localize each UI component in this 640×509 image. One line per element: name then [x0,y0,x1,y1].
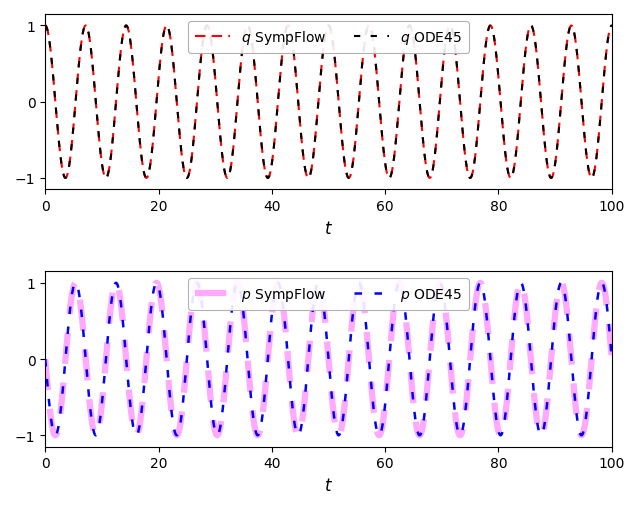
Line: $p$ ODE45: $p$ ODE45 [45,283,612,435]
$q$ SympFlow [578,103,586,109]
$p$ ODE45 [608,356,616,362]
$q$ SympFlow [608,23,616,30]
$p$ SympFlow [65,320,72,326]
$q$ ODE45 [44,29,52,35]
Line: $q$ SympFlow: $q$ SympFlow [45,26,612,179]
$p$ ODE45 [65,320,72,326]
$p$ SympFlow [608,356,616,362]
$p$ SympFlow [578,432,586,438]
$p$ SympFlow [76,291,83,297]
$q$ SympFlow [42,23,49,30]
$q$ SympFlow [76,60,83,66]
X-axis label: t: t [325,476,332,494]
$p$ ODE45 [76,291,83,297]
$q$ ODE45 [578,103,586,109]
$q$ SympFlow [44,29,52,35]
$q$ ODE45 [608,23,616,30]
$q$ ODE45 [65,166,72,173]
$p$ ODE45 [132,432,140,438]
$q$ ODE45 [152,102,160,108]
$p$ ODE45 [319,293,326,299]
$q$ SympFlow [318,57,326,63]
$p$ SympFlow [44,386,52,392]
Line: $q$ ODE45: $q$ ODE45 [45,26,612,179]
Line: $p$ SympFlow: $p$ SympFlow [45,283,612,435]
$p$ SympFlow [152,280,160,287]
$q$ ODE45 [318,57,326,63]
X-axis label: t: t [325,219,332,237]
$p$ ODE45 [598,280,605,286]
$p$ SympFlow [598,280,605,286]
Legend: $p$ SympFlow, $p$ ODE45: $p$ SympFlow, $p$ ODE45 [188,279,469,310]
$p$ ODE45 [44,386,52,392]
$p$ ODE45 [578,432,586,438]
$p$ ODE45 [42,356,49,362]
$p$ SympFlow [42,356,49,362]
$p$ SympFlow [319,293,326,299]
Legend: $q$ SympFlow, $q$ ODE45: $q$ SympFlow, $q$ ODE45 [188,22,469,54]
$q$ SympFlow [507,176,515,182]
$q$ ODE45 [76,60,83,66]
$q$ SympFlow [65,166,72,173]
$p$ SympFlow [132,432,140,438]
$q$ ODE45 [42,23,49,30]
$p$ ODE45 [152,280,160,287]
$q$ ODE45 [507,176,515,182]
$q$ SympFlow [152,102,160,108]
